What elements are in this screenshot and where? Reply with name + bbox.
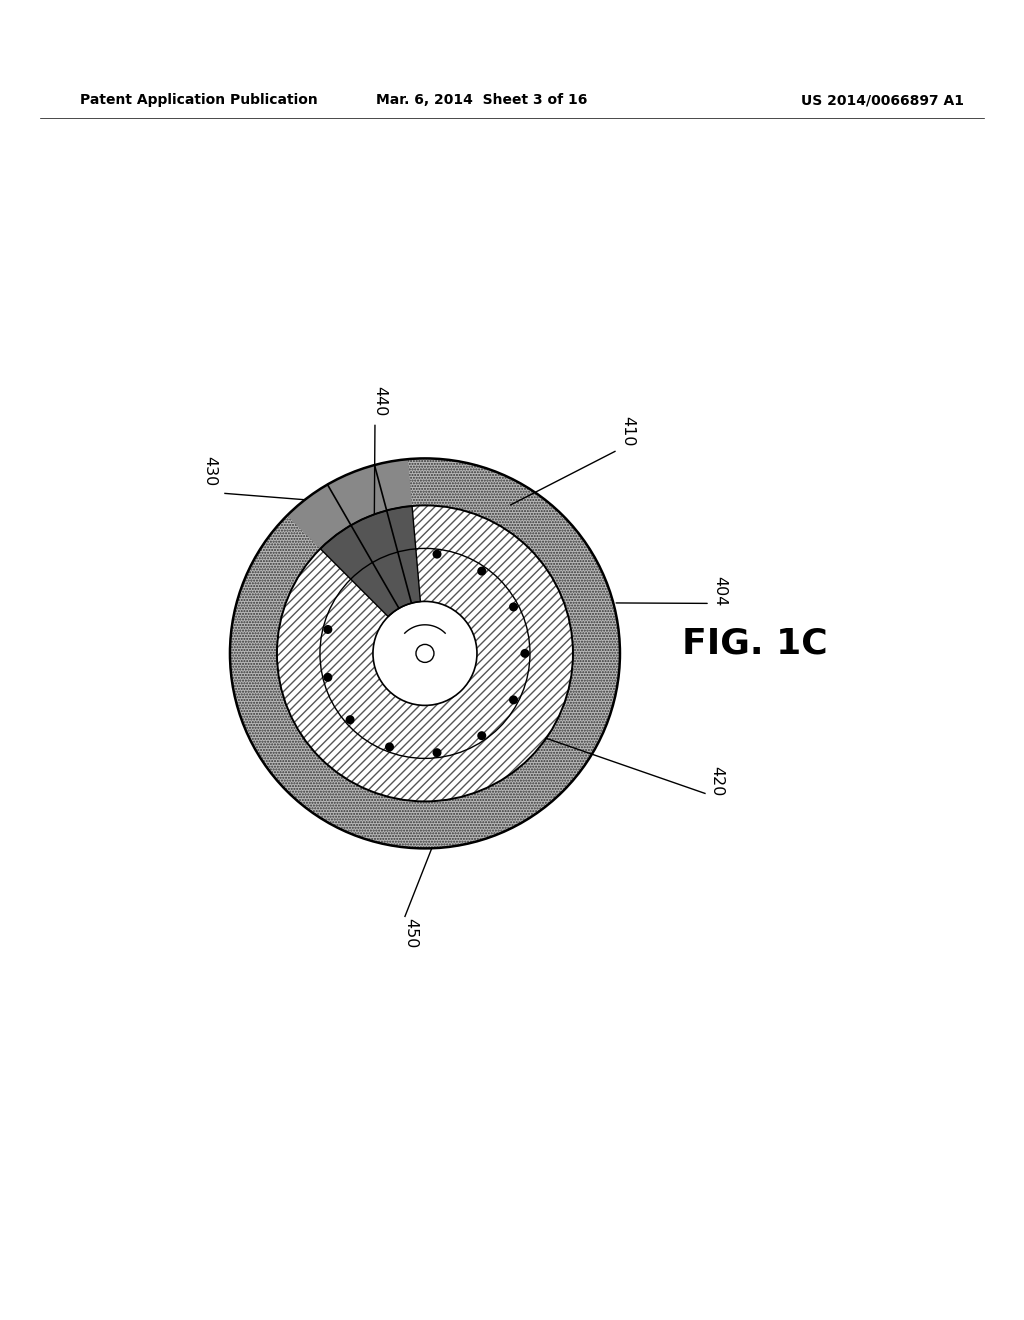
Circle shape bbox=[276, 506, 573, 801]
Text: 430: 430 bbox=[203, 457, 217, 487]
Circle shape bbox=[276, 506, 573, 801]
Text: FIG. 1C: FIG. 1C bbox=[682, 627, 827, 660]
Circle shape bbox=[324, 624, 333, 634]
Circle shape bbox=[230, 458, 620, 849]
Circle shape bbox=[432, 549, 441, 558]
Text: 420: 420 bbox=[710, 766, 724, 796]
Circle shape bbox=[477, 566, 486, 576]
Text: 410: 410 bbox=[621, 416, 636, 446]
Circle shape bbox=[346, 715, 354, 725]
Circle shape bbox=[509, 602, 518, 611]
Text: US 2014/0066897 A1: US 2014/0066897 A1 bbox=[801, 94, 964, 107]
Text: 440: 440 bbox=[373, 387, 387, 417]
Circle shape bbox=[373, 602, 477, 705]
Text: 404: 404 bbox=[713, 577, 727, 607]
Circle shape bbox=[385, 742, 394, 751]
Circle shape bbox=[520, 649, 529, 657]
Circle shape bbox=[324, 673, 333, 682]
Circle shape bbox=[432, 748, 441, 758]
Text: Mar. 6, 2014  Sheet 3 of 16: Mar. 6, 2014 Sheet 3 of 16 bbox=[376, 94, 587, 107]
Wedge shape bbox=[321, 506, 421, 616]
Circle shape bbox=[416, 644, 434, 663]
Circle shape bbox=[509, 696, 518, 705]
Text: Patent Application Publication: Patent Application Publication bbox=[80, 94, 317, 107]
Circle shape bbox=[477, 731, 486, 741]
Text: 450: 450 bbox=[403, 919, 419, 949]
Wedge shape bbox=[287, 459, 412, 549]
